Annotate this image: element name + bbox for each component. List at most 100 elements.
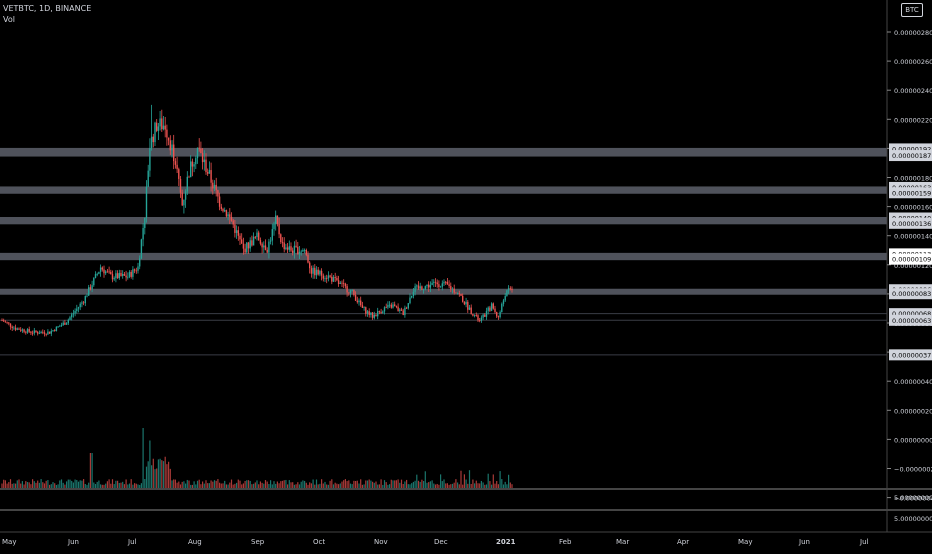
candle-body: [251, 240, 253, 246]
volume-bar: [358, 483, 360, 488]
volume-bar: [200, 484, 202, 488]
volume-bar: [451, 483, 454, 488]
candle-body: [225, 210, 228, 217]
volume-bar: [6, 483, 8, 488]
candle-body: [358, 300, 360, 303]
candle-body: [99, 267, 102, 272]
level-label: 0.00000068: [892, 310, 931, 318]
volume-bar: [144, 479, 146, 488]
candle-body: [460, 293, 462, 296]
level-label-box: [889, 187, 932, 199]
volume-bar: [251, 484, 253, 488]
y-tick-label: 0.00000220: [894, 116, 932, 124]
volume-bar: [377, 484, 379, 488]
volume-bar: [266, 481, 268, 488]
candle-body: [130, 271, 132, 277]
candle-body: [254, 236, 256, 238]
candle-body: [60, 325, 63, 326]
volume-bar: [213, 480, 216, 488]
volume-bar: [400, 479, 403, 488]
volume-bar: [496, 481, 498, 488]
candle-body: [67, 319, 69, 324]
candle-body: [484, 314, 486, 317]
volume-bar: [363, 484, 365, 488]
candle-body: [293, 245, 296, 253]
volume-bar: [329, 480, 331, 488]
candle-body: [385, 307, 387, 309]
volume-bar: [457, 482, 459, 488]
volume-bar: [497, 484, 499, 488]
volume-bar: [166, 464, 168, 488]
volume-bar: [125, 479, 127, 488]
level-label-box: [889, 288, 932, 300]
candle-body: [217, 190, 219, 197]
candle-body: [212, 182, 214, 189]
candle-body: [196, 147, 199, 159]
level-label: 0.00000109: [892, 256, 931, 264]
level-label-box: [889, 308, 932, 320]
candle-body: [479, 320, 481, 322]
volume-bar: [463, 474, 465, 488]
candle-body: [360, 300, 362, 306]
candle-body: [264, 245, 267, 250]
volume-bar: [8, 482, 10, 488]
volume-bar: [331, 479, 333, 488]
x-tick-label: Aug: [188, 538, 202, 546]
candle-body: [43, 332, 46, 334]
x-tick-label: Jun: [798, 538, 810, 546]
candle-body: [156, 122, 158, 131]
volume-bar: [509, 482, 511, 488]
y-tick-label: −0.00000040: [894, 495, 932, 503]
level-label-box: [889, 253, 932, 265]
volume-bar: [249, 480, 251, 488]
candle-body: [298, 251, 301, 255]
candle-body: [232, 220, 234, 225]
candle-body: [259, 240, 262, 244]
volume-bar: [285, 479, 287, 488]
volume-bar: [183, 481, 185, 488]
volume-bar: [83, 479, 85, 488]
volume-bar: [76, 480, 78, 488]
candle-body: [375, 314, 377, 317]
volume-bar: [389, 484, 391, 488]
volume-bar: [37, 480, 39, 488]
candle-body: [157, 126, 160, 131]
volume-bar: [88, 482, 90, 488]
candle-body: [218, 196, 221, 207]
volume-bar: [314, 484, 316, 488]
candle-body: [69, 317, 71, 320]
candle-body: [28, 329, 30, 332]
candle-body: [370, 312, 372, 315]
volume-bar: [28, 482, 30, 488]
volume-bar: [280, 481, 282, 488]
volume-bar: [300, 481, 302, 488]
candle-body: [349, 290, 352, 294]
candle-body: [13, 327, 15, 329]
volume-bar: [145, 466, 148, 488]
candle-body: [3, 320, 5, 322]
volume-bar: [366, 480, 369, 488]
level-label: 0.00000159: [892, 189, 931, 197]
volume-bar: [152, 458, 154, 488]
currency-button[interactable]: BTC: [901, 3, 923, 17]
x-tick-label: Jul: [859, 538, 869, 546]
candle-body: [258, 232, 260, 241]
candle-body: [213, 184, 216, 189]
candle-body: [120, 272, 122, 277]
candle-body: [101, 267, 103, 270]
volume-bar: [1, 483, 3, 488]
candle-body: [74, 311, 76, 314]
volume-bar: [178, 481, 180, 488]
candle-body: [86, 295, 88, 297]
candle-body: [315, 269, 318, 276]
volume-bar: [312, 479, 314, 488]
volume-bar: [310, 483, 312, 488]
candle-body: [110, 271, 112, 275]
volume-bar: [191, 484, 193, 488]
volume-bar: [278, 483, 280, 488]
volume-bar: [416, 474, 418, 488]
x-tick-label: Mar: [616, 538, 629, 546]
candle-body: [123, 273, 126, 276]
